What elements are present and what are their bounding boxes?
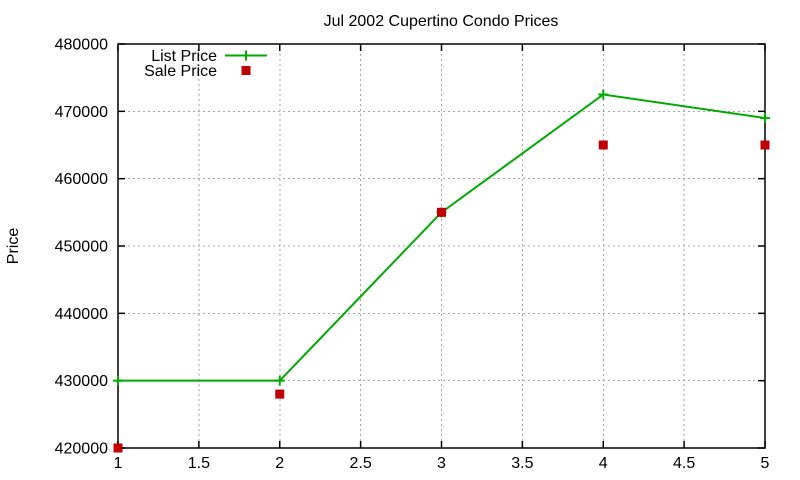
legend-key-layer [225, 50, 267, 75]
plot-border [117, 43, 766, 449]
legend-key-sale-price [241, 66, 251, 75]
x-tick-label: 2.5 [350, 455, 372, 472]
x-tick-label: 5 [761, 455, 770, 472]
y-tick-label: 460000 [55, 171, 108, 188]
y-tick-label: 470000 [55, 104, 108, 121]
chart-title: Jul 2002 Cupertino Condo Prices [324, 13, 559, 30]
tick-label-layer: 1 1.5 2 2.5 3 3.5 4 4.5 5 420000 430000 440000 45000… [55, 37, 770, 473]
x-tick-label: 1 [114, 455, 123, 472]
y-tick-label: 450000 [55, 239, 108, 256]
sale-price-marker [437, 207, 446, 217]
list-price-line [118, 93, 766, 382]
sale-price-marker [275, 389, 285, 399]
y-axis-label: Price [5, 228, 22, 265]
legend-label-list-price: List Price [151, 48, 217, 65]
y-tick-label: 420000 [55, 441, 108, 458]
x-tick-label: 4 [599, 455, 608, 472]
y-tick-label: 480000 [55, 37, 108, 54]
x-tick-label: 1.5 [188, 455, 210, 472]
legend-label-sale-price: Sale Price [144, 63, 217, 80]
x-tick-label: 2 [275, 455, 284, 472]
sale-price-marker [598, 140, 608, 150]
x-tick-label: 3.5 [511, 455, 533, 472]
x-tick-label: 3 [437, 455, 446, 472]
y-tick-label: 430000 [55, 373, 108, 390]
sale-price-marker [113, 443, 123, 453]
sale-price-marker [760, 140, 770, 150]
x-tick-label: 4.5 [673, 455, 695, 472]
y-tick-label: 440000 [55, 306, 108, 323]
series-layer [113, 89, 770, 453]
